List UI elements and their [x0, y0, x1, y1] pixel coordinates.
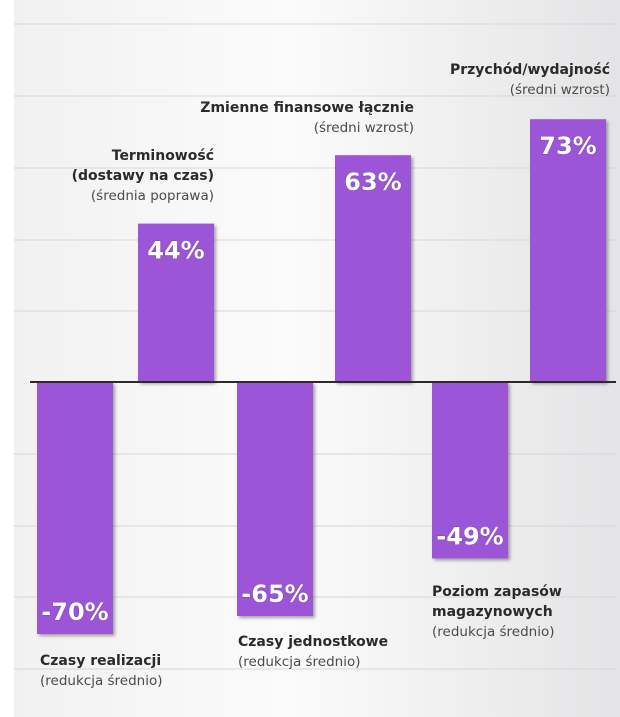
- value-label-4: -49%: [436, 522, 503, 550]
- bar-2: [237, 382, 313, 616]
- category-label-0: Czasy realizacji (redukcja średnio): [40, 651, 163, 691]
- bar-5: [530, 119, 606, 382]
- category-subtitle-1: (średnia poprawa): [90, 188, 214, 204]
- category-subtitle-4: (redukcja średnio): [432, 624, 555, 640]
- category-title-3-0: Zmienne finansowe łącznie: [200, 100, 414, 116]
- value-label-2: -65%: [241, 580, 308, 608]
- category-title-5-0: Przychód/wydajność: [449, 62, 610, 78]
- bar-3: [335, 155, 411, 382]
- category-title-2-0: Czasy jednostkowe: [238, 634, 389, 650]
- category-label-1: Terminowość (dostawy na czas) (średnia pop…: [72, 146, 214, 206]
- category-subtitle-2: (redukcja średnio): [238, 654, 361, 670]
- category-label-2: Czasy jednostkowe (redukcja średnio): [238, 632, 388, 672]
- bar-1: [138, 223, 214, 382]
- category-label-5: Przychód/wydajność (średni wzrost): [450, 60, 610, 100]
- category-subtitle-3: (średni wzrost): [313, 120, 414, 136]
- bar-4: [432, 382, 508, 559]
- category-title-0-0: Czasy realizacji: [40, 653, 162, 669]
- category-subtitle-5: (średni wzrost): [509, 82, 610, 98]
- category-title-4-0: Poziom zapasów: [432, 584, 562, 600]
- category-title-1-0: Terminowość: [111, 148, 214, 164]
- value-label-3: 63%: [344, 168, 401, 196]
- category-label-4: Poziom zapasów magazynowych (redukcja śred…: [432, 582, 562, 642]
- category-title-4-1: magazynowych: [432, 604, 553, 620]
- bar-0: [37, 382, 113, 634]
- category-label-3: Zmienne finansowe łącznie (średni wzrost): [200, 98, 414, 138]
- value-label-5: 73%: [539, 132, 596, 160]
- category-subtitle-0: (redukcja średnio): [40, 673, 163, 689]
- value-label-0: -70%: [41, 598, 108, 626]
- value-label-1: 44%: [147, 237, 204, 265]
- category-title-1-1: (dostawy na czas): [71, 168, 214, 184]
